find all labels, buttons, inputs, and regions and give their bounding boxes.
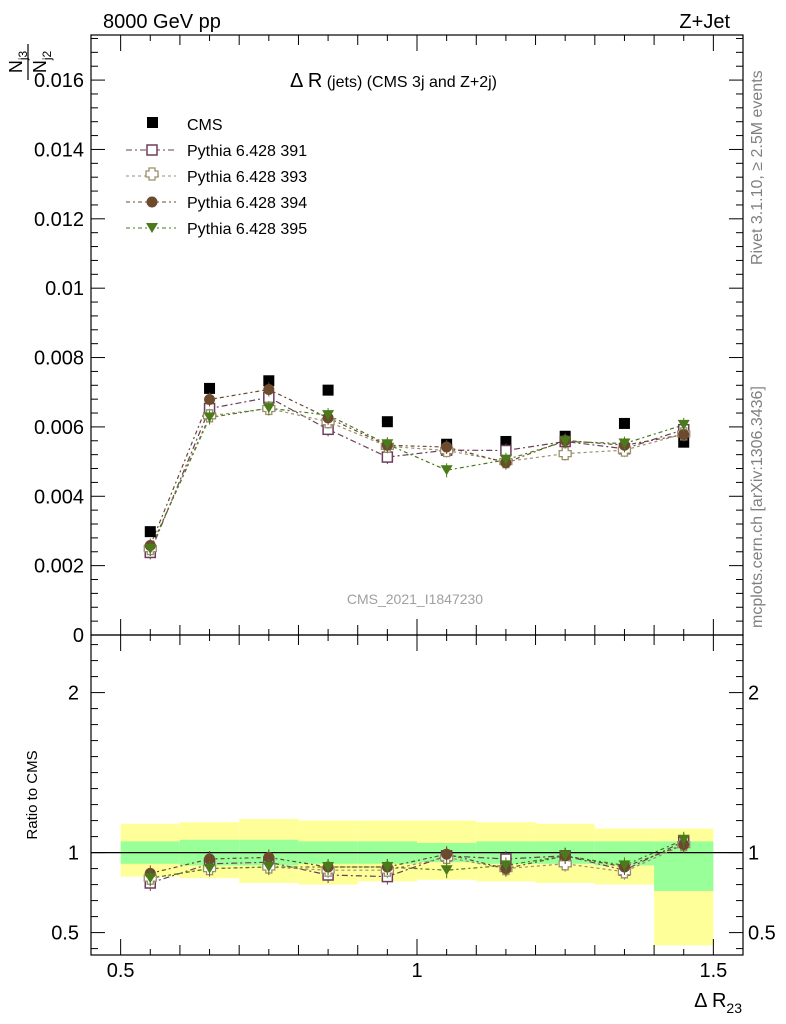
ratio-line-3 (150, 844, 684, 874)
svg-text:Nj3: Nj3 (6, 51, 30, 74)
ylabel-denominator-sub: j2 (40, 51, 54, 62)
series-line-1 (149, 396, 684, 553)
legend-394-label: Pythia 6.428 394 (187, 195, 307, 212)
ylabel-denominator: N (30, 60, 50, 73)
ratio-y-tick-label-right: 1 (748, 843, 759, 865)
series-line-2 (149, 407, 684, 549)
main-ylabel: Nj3 Nj2 (6, 44, 54, 80)
data-point (381, 451, 394, 463)
ylabel-numerator: N (6, 60, 26, 73)
ratio-point (441, 848, 453, 860)
legend-391-marker (146, 144, 158, 156)
ratio-line-4 (150, 839, 684, 879)
data-point (559, 436, 572, 447)
ratio-point (263, 851, 275, 863)
legend-393-marker (145, 167, 159, 181)
y-tick-label: 0.012 (34, 209, 84, 231)
header-process: Z+Jet (679, 11, 730, 33)
y-tick-label: 0 (73, 625, 84, 647)
series-line-3 (149, 388, 684, 546)
ratio-point (440, 865, 453, 876)
ylabel-numerator-sub: j3 (16, 51, 30, 62)
data-point (499, 454, 512, 465)
rivet-version-text: Rivet 3.1.10, ≥ 2.5M events (749, 70, 766, 265)
legend-cms-marker (147, 117, 158, 128)
analysis-id-label: CMS_2021_I1847230 (347, 591, 483, 607)
y-tick-label: 0.008 (34, 348, 84, 370)
legend-395-label: Pythia 6.428 395 (187, 221, 307, 238)
x-tick-label: 0.5 (107, 960, 135, 982)
ratio-ylabel: Ratio to CMS (24, 750, 41, 839)
data-point (618, 417, 630, 429)
ratio-line-1 (150, 840, 684, 884)
y-tick-label: 0.006 (34, 417, 84, 439)
data-point (500, 435, 512, 447)
ratio-y-tick-label: 2 (68, 683, 79, 705)
mcplots-credit-text: mcplots.cern.ch [arXiv:1306.3436] (749, 386, 766, 628)
axes: 0 0.002 0.004 0.006 0.008 0.01 0.012 0.014 0.016… (34, 34, 776, 982)
ratio-point (204, 853, 216, 865)
ratio-point (381, 862, 394, 872)
data-point (144, 543, 157, 554)
svg-text:Nj2: Nj2 (30, 51, 54, 74)
y-tick-label: 0.01 (45, 278, 84, 300)
ratio-uncertainty-bands (91, 819, 743, 946)
ratio-point (499, 860, 512, 871)
data-point (618, 438, 631, 449)
data-point (144, 526, 156, 538)
data-point (203, 412, 216, 423)
ratio-y-tick-label-right: 0.5 (748, 923, 776, 945)
ratio-point (262, 862, 275, 872)
legend-393-label: Pythia 6.428 393 (187, 169, 307, 186)
data-point (558, 446, 572, 461)
data-point (263, 375, 275, 387)
x-tick-label: 1.5 (699, 960, 727, 982)
series-line-4 (149, 407, 684, 550)
data-point (440, 465, 453, 476)
ratio-point (618, 860, 631, 871)
data-point (262, 403, 275, 414)
ratio-point (322, 862, 335, 872)
y-tick-label: 0.002 (34, 556, 84, 578)
data-point (381, 439, 394, 450)
ratio-point (144, 873, 157, 884)
legend-cms-label: CMS (187, 117, 223, 134)
legend: CMS Pythia 6.428 391 Pythia 6.428 393 Py… (126, 117, 307, 238)
main-panel-title: Δ R (jets) (CMS 3j and Z+2j) (290, 70, 497, 92)
data-point (678, 429, 690, 441)
data-point (678, 436, 690, 448)
data-point (204, 394, 216, 406)
ratio-point (203, 863, 216, 874)
data-point (263, 383, 275, 395)
y-tick-label: 0.014 (34, 139, 84, 161)
ratio-y-tick-label-right: 2 (748, 683, 759, 705)
data-point (381, 416, 393, 428)
header-energy: 8000 GeV pp (103, 11, 221, 33)
data-point (677, 419, 690, 430)
ratio-y-tick-label: 1 (68, 843, 79, 865)
data-point (322, 410, 335, 421)
legend-395-marker (146, 223, 158, 233)
ratio-panel-marks (143, 831, 691, 891)
data-point (322, 384, 334, 396)
data-point (204, 382, 216, 394)
x-tick-label: 1 (411, 960, 422, 982)
x-axis-title: Δ R23 (694, 990, 742, 1016)
legend-391-label: Pythia 6.428 391 (187, 143, 307, 160)
ratio-y-tick-label: 0.5 (51, 923, 79, 945)
ratio-panel-frame (90, 634, 744, 956)
legend-394-marker (146, 196, 158, 208)
y-tick-label: 0.004 (34, 486, 84, 508)
main-panel-marks (143, 375, 691, 560)
ratio-point (559, 850, 572, 861)
data-point (441, 441, 453, 453)
ratio-point (677, 834, 690, 845)
y-tick-label: 0.016 (34, 70, 84, 92)
